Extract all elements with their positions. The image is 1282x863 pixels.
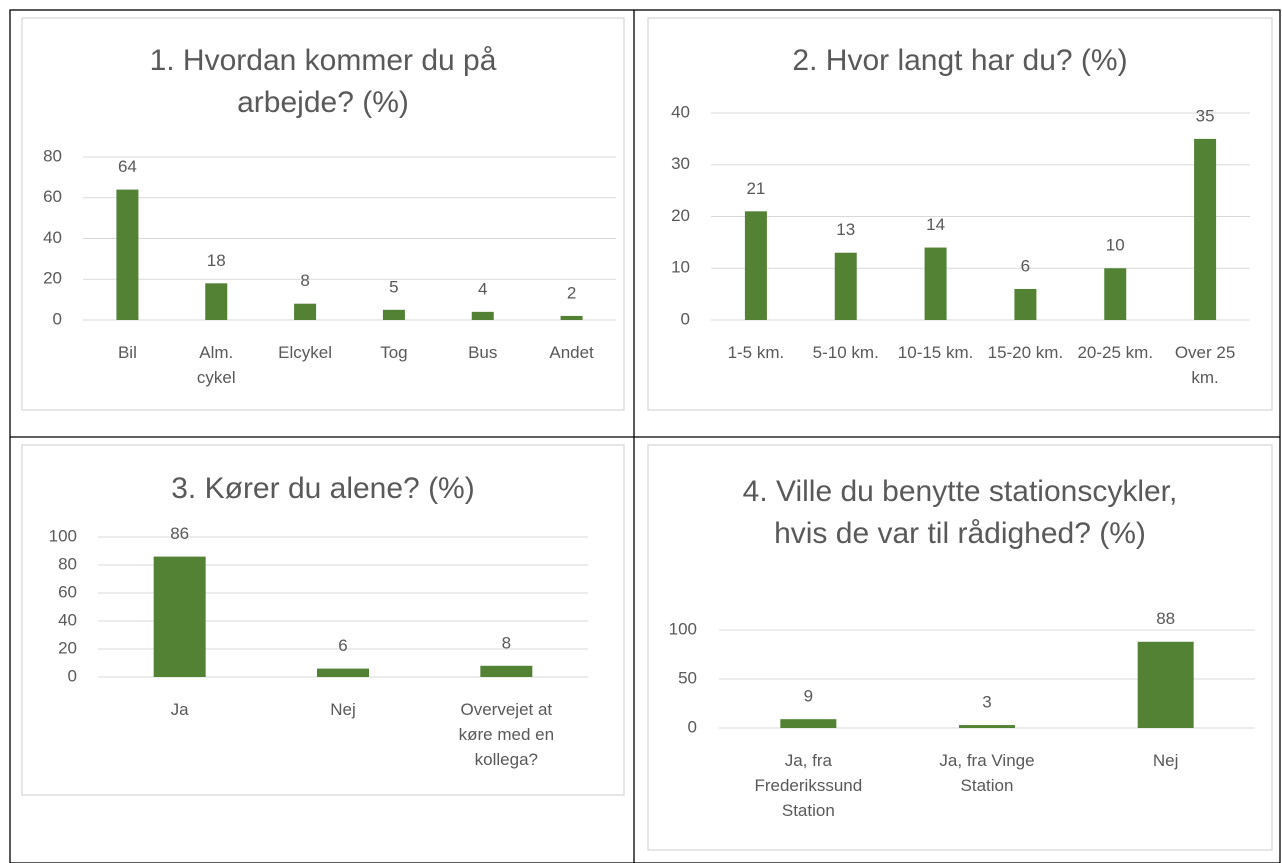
chart-title: 4. Ville du benytte stationscykler, hvis … — [743, 475, 1178, 550]
x-tick-label: Elcykel — [278, 343, 332, 362]
x-tick-label: 10-15 km. — [898, 343, 974, 362]
chart-title: 2. Hvor langt har du? (%) — [792, 44, 1127, 77]
chart-frame — [21, 17, 625, 411]
bar — [153, 556, 206, 677]
data-label: 10 — [1106, 236, 1125, 255]
bar — [317, 668, 369, 677]
y-tick-label: 80 — [43, 146, 62, 165]
data-label: 88 — [1156, 609, 1175, 628]
x-tick-label: Over 25 km. — [1175, 343, 1235, 387]
x-tick-label: Bus — [468, 343, 497, 362]
bar — [205, 283, 228, 320]
data-label: 8 — [502, 633, 511, 652]
data-label: 4 — [478, 279, 487, 298]
x-tick-label: Overvejet at køre med en kollega? — [459, 700, 554, 769]
bar — [1014, 288, 1037, 320]
bar — [959, 725, 1015, 728]
x-tick-label: Ja, fra Frederikssund Station — [754, 751, 862, 820]
y-tick-label: 0 — [53, 309, 62, 328]
y-tick-label: 60 — [43, 187, 62, 206]
data-label: 64 — [118, 157, 137, 176]
x-tick-label: 20-25 km. — [1077, 343, 1153, 362]
x-tick-label: Tog — [380, 343, 407, 362]
y-tick-label: 30 — [671, 154, 690, 173]
data-label: 9 — [804, 687, 813, 706]
data-label: 13 — [836, 220, 855, 239]
data-label: 86 — [170, 524, 189, 543]
bar — [834, 252, 857, 320]
bar — [560, 315, 583, 320]
bar — [924, 247, 947, 320]
bar — [480, 665, 533, 677]
data-label: 5 — [389, 277, 398, 296]
y-tick-label: 0 — [681, 309, 690, 328]
bar — [1104, 268, 1127, 320]
data-label: 3 — [982, 693, 991, 712]
bar — [780, 719, 837, 728]
chart-frame — [21, 444, 625, 796]
y-tick-label: 10 — [671, 258, 690, 277]
data-label: 18 — [207, 251, 226, 270]
y-tick-label: 100 — [669, 619, 697, 638]
chart-frame — [647, 444, 1273, 851]
data-label: 14 — [926, 215, 945, 234]
x-tick-label: Alm. cykel — [197, 343, 236, 387]
data-label: 2 — [567, 283, 576, 302]
chart-frame — [647, 17, 1273, 411]
y-tick-label: 40 — [671, 102, 690, 121]
bar — [294, 303, 317, 320]
data-label: 6 — [338, 636, 347, 655]
x-tick-label: Nej — [1153, 751, 1179, 770]
y-tick-label: 100 — [49, 526, 77, 545]
bar — [744, 211, 767, 320]
bar — [1194, 138, 1217, 320]
x-tick-label: Andet — [549, 343, 594, 362]
y-tick-label: 40 — [58, 610, 77, 629]
y-tick-label: 80 — [58, 554, 77, 573]
x-tick-label: Ja, fra Vinge Station — [939, 751, 1034, 795]
chart-title: 3. Kører du alene? (%) — [171, 472, 474, 505]
data-label: 21 — [746, 179, 765, 198]
y-tick-label: 60 — [58, 582, 77, 601]
y-tick-label: 20 — [58, 638, 77, 657]
x-tick-label: 15-20 km. — [988, 343, 1064, 362]
y-tick-label: 20 — [43, 269, 62, 288]
y-tick-label: 20 — [671, 206, 690, 225]
y-tick-label: 0 — [688, 717, 697, 736]
x-tick-label: Nej — [330, 700, 356, 719]
data-label: 8 — [300, 271, 309, 290]
y-tick-label: 40 — [43, 228, 62, 247]
x-tick-label: Ja — [171, 700, 190, 719]
x-tick-label: 1-5 km. — [728, 343, 785, 362]
x-tick-label: Bil — [118, 343, 137, 362]
bar — [1137, 641, 1194, 728]
data-label: 6 — [1021, 256, 1030, 275]
chart-title: 1. Hvordan kommer du på arbejde? (%) — [150, 44, 497, 119]
y-tick-label: 50 — [678, 668, 697, 687]
data-label: 35 — [1196, 106, 1215, 125]
y-tick-label: 0 — [68, 666, 77, 685]
x-tick-label: 5-10 km. — [813, 343, 879, 362]
bar — [471, 311, 494, 320]
bar — [116, 189, 139, 320]
bar — [382, 309, 405, 320]
